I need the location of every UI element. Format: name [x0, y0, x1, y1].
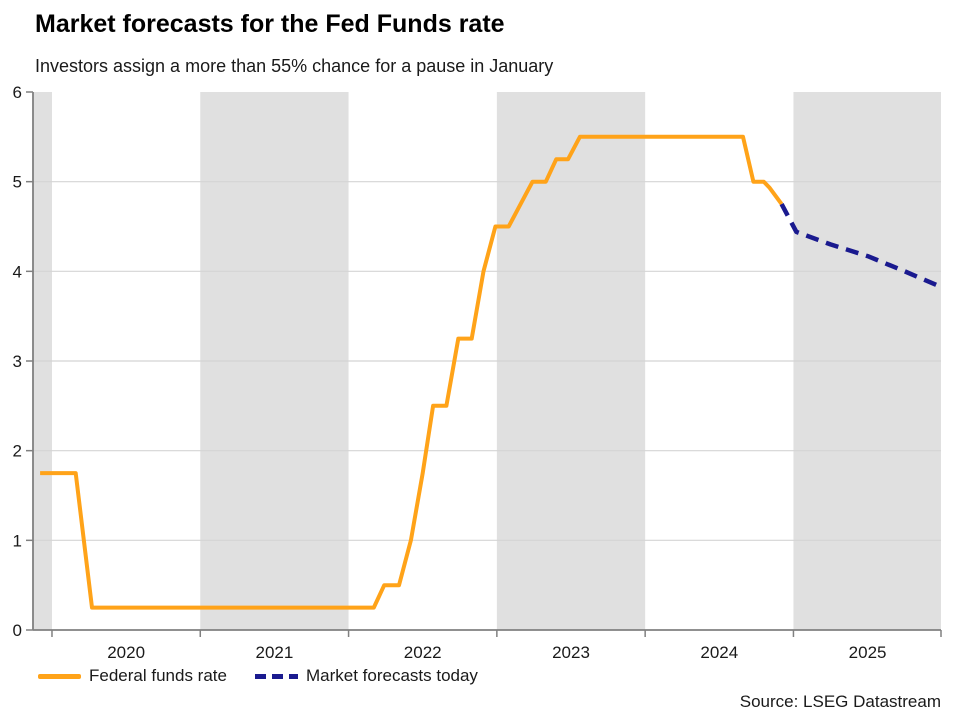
y-tick-label: 1: [13, 531, 22, 550]
fed-funds-line-swatch-icon: [38, 673, 81, 679]
y-tick-label: 4: [13, 262, 22, 281]
x-year-label: 2025: [849, 643, 887, 662]
y-tick-label: 0: [13, 621, 22, 640]
chart-subtitle: Investors assign a more than 55% chance …: [35, 56, 554, 76]
x-year-label: 2024: [700, 643, 738, 662]
x-year-label: 2022: [404, 643, 442, 662]
y-tick-label: 3: [13, 352, 22, 371]
y-tick-label: 6: [13, 83, 22, 102]
y-tick-label: 2: [13, 442, 22, 461]
legend-label: Federal funds rate: [89, 666, 227, 685]
forecast-dashed-line-swatch-icon: [254, 673, 298, 679]
chart-legend: Federal funds rate Market forecasts toda…: [38, 666, 506, 686]
y-tick-label: 5: [13, 173, 22, 192]
fed-funds-line: [40, 134, 784, 610]
legend-label: Market forecasts today: [305, 666, 478, 685]
forecast-dashed-line: [779, 203, 942, 289]
source-credit: Source: LSEG Datastream: [739, 692, 941, 711]
legend-item-fed-funds: Federal funds rate: [38, 666, 227, 686]
chart-title: Market forecasts for the Fed Funds rate: [35, 10, 505, 38]
x-year-label: 2021: [256, 643, 294, 662]
x-year-label: 2020: [107, 643, 145, 662]
x-year-label: 2023: [552, 643, 590, 662]
legend-item-forecast: Market forecasts today: [254, 666, 478, 686]
